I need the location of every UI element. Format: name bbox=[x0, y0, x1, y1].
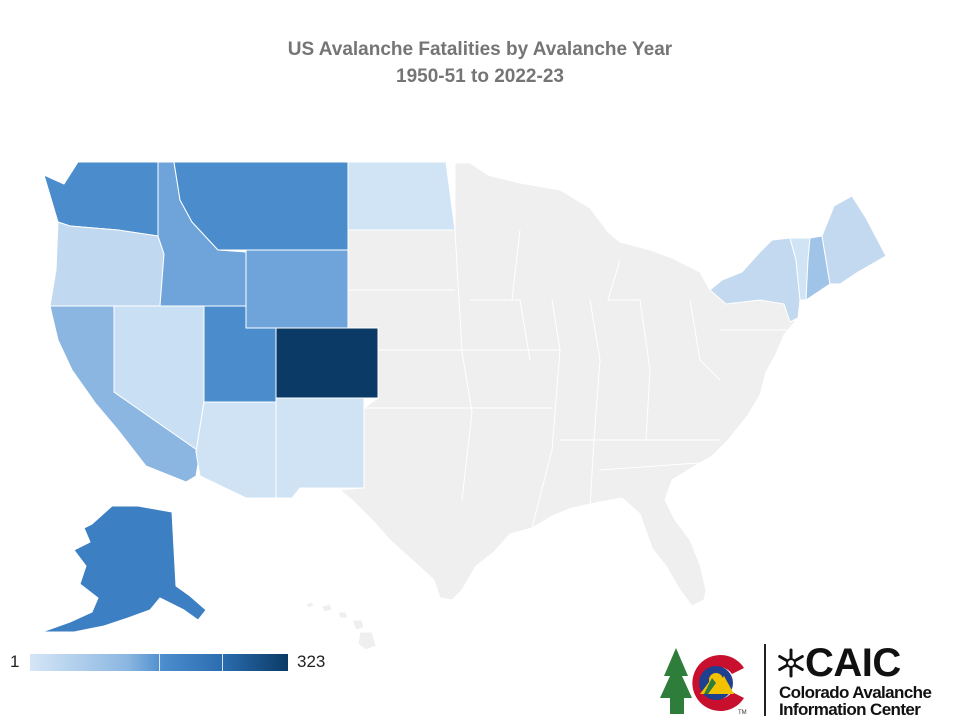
state-eastern-us[interactable] bbox=[339, 162, 796, 607]
title-line-1: US Avalanche Fatalities by Avalanche Yea… bbox=[287, 39, 673, 60]
legend-tick bbox=[159, 654, 160, 671]
logo-name-line-1: Colorado Avalanche bbox=[779, 683, 932, 702]
state-alaska[interactable] bbox=[41, 505, 207, 633]
map-title: US Avalanche Fatalities by Avalanche Yea… bbox=[0, 36, 960, 90]
state-new-mexico[interactable] bbox=[275, 397, 365, 499]
legend-min-label: 1 bbox=[10, 652, 20, 671]
logo-name-line-2: Information Center bbox=[779, 700, 921, 719]
state-new-hampshire[interactable] bbox=[805, 235, 831, 301]
legend-tick bbox=[222, 654, 223, 671]
logo-divider bbox=[764, 644, 766, 716]
trademark-mark: TM bbox=[738, 710, 747, 716]
state-hawaii[interactable] bbox=[305, 601, 377, 651]
state-colorado[interactable] bbox=[275, 327, 379, 399]
state-wyoming[interactable] bbox=[245, 249, 349, 329]
colorado-flag-mountain-logo bbox=[660, 648, 744, 714]
state-arizona[interactable] bbox=[195, 401, 277, 499]
caic-logo: TM CAIC Colorado Avalanche Information C… bbox=[658, 640, 958, 719]
snowflake-icon bbox=[778, 648, 804, 678]
state-oregon[interactable] bbox=[49, 221, 165, 307]
state-maine[interactable] bbox=[821, 195, 887, 285]
title-line-2: 1950-51 to 2022-23 bbox=[396, 66, 564, 87]
state-borders bbox=[348, 229, 790, 529]
logo-acronym: CAIC bbox=[805, 641, 901, 685]
legend-max-label: 323 bbox=[297, 652, 326, 671]
state-north-dakota[interactable] bbox=[347, 161, 456, 231]
